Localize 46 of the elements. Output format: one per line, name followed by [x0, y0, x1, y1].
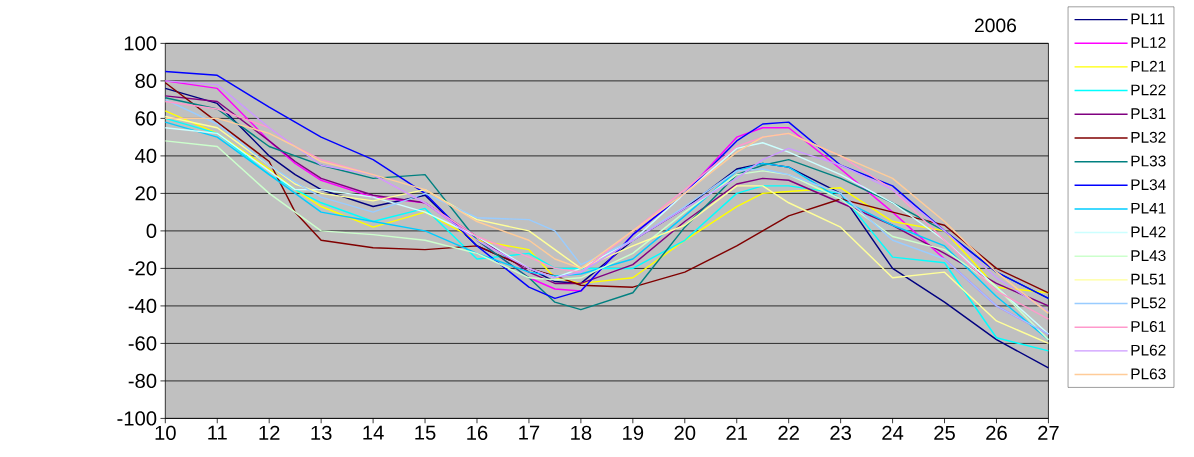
x-tick-label: 15 — [415, 425, 436, 440]
legend-label: PL32 — [1131, 131, 1166, 143]
legend-label: PL42 — [1131, 226, 1166, 238]
x-tick-label: 14 — [363, 425, 384, 440]
x-tick-label: 13 — [311, 425, 332, 441]
y-tick-label: -20 — [128, 261, 157, 276]
x-tick-label: 26 — [986, 425, 1007, 441]
y-tick-label: -80 — [128, 373, 157, 389]
x-tick-label: 16 — [467, 425, 488, 441]
legend-label: PL62 — [1131, 344, 1166, 356]
y-tick-label: 0 — [146, 223, 157, 239]
chart-title: 2006 — [974, 18, 1017, 33]
legend-label: PL22 — [1131, 84, 1166, 96]
y-tick-label: -60 — [128, 336, 157, 351]
x-tick-label: 27 — [1038, 425, 1059, 440]
x-tick-label: 12 — [259, 425, 280, 440]
x-tick-label: 21 — [726, 425, 747, 440]
y-tick-label: 100 — [124, 36, 157, 51]
y-tick-label: 60 — [135, 111, 157, 126]
legend-label: PL61 — [1131, 321, 1166, 332]
legend-label: PL63 — [1131, 368, 1166, 380]
legend-label: PL52 — [1131, 297, 1166, 309]
x-tick-label: 18 — [571, 425, 592, 441]
legend-label: PL21 — [1131, 60, 1166, 72]
x-tick-label: 25 — [934, 425, 955, 441]
y-tick-label: -40 — [128, 298, 157, 314]
legend-label: PL12 — [1131, 37, 1166, 48]
legend-label: PL33 — [1131, 155, 1166, 167]
x-tick-label: 19 — [623, 425, 644, 441]
x-tick-label: 11 — [208, 425, 227, 440]
x-tick-label: 22 — [778, 425, 799, 440]
y-tick-label: 80 — [135, 73, 157, 89]
legend-label: PL34 — [1131, 179, 1166, 191]
legend-label: PL11 — [1131, 13, 1165, 25]
x-tick-label: 24 — [882, 425, 904, 440]
legend-label: PL51 — [1131, 273, 1166, 285]
legend-label: PL41 — [1131, 202, 1166, 214]
y-tick-label: 20 — [135, 186, 157, 201]
x-tick-label: 23 — [830, 425, 851, 441]
y-tick-label: -100 — [117, 411, 157, 426]
legend-label: PL43 — [1131, 250, 1166, 262]
y-tick-label: 40 — [135, 148, 157, 164]
legend-label: PL31 — [1131, 108, 1166, 120]
x-tick-label: 17 — [519, 425, 540, 440]
x-tick-label: 20 — [674, 425, 696, 441]
x-tick-label: 10 — [155, 425, 176, 441]
